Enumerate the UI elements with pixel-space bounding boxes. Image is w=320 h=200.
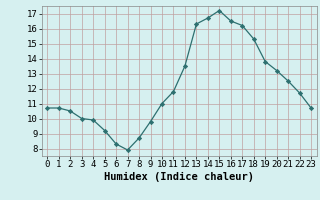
X-axis label: Humidex (Indice chaleur): Humidex (Indice chaleur) bbox=[104, 172, 254, 182]
